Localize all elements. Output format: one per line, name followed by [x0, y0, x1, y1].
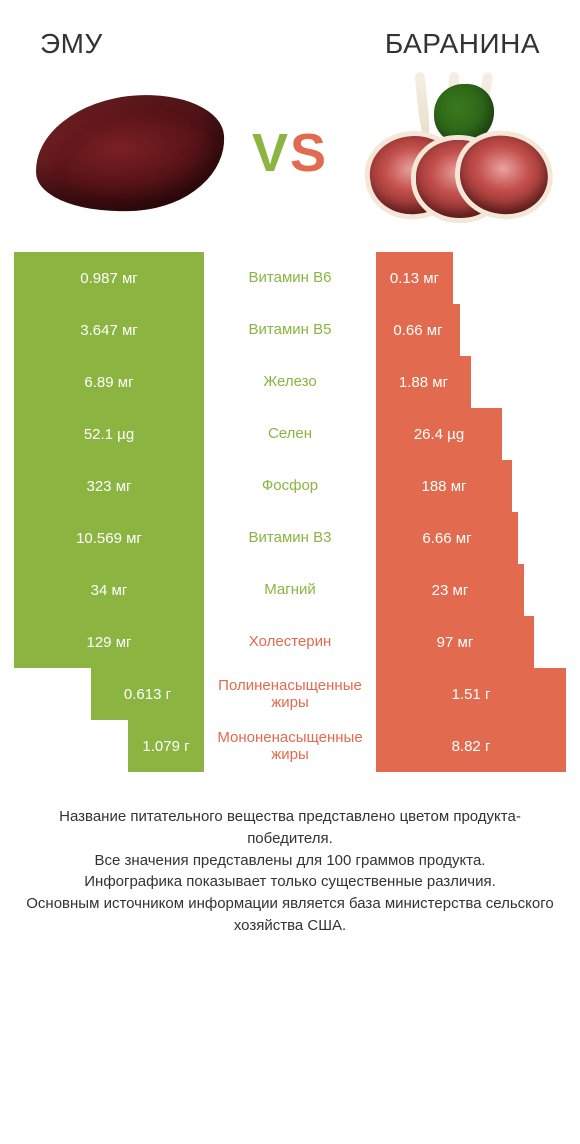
table-row: 52.1 µgСелен26.4 µg	[14, 408, 566, 460]
right-product-image	[350, 78, 550, 228]
left-value-cell: 34 мг	[14, 564, 204, 616]
left-bar: 34 мг	[14, 564, 204, 616]
table-row: 3.647 мгВитамин B50.66 мг	[14, 304, 566, 356]
right-bar: 97 мг	[376, 616, 534, 668]
right-bar: 1.88 мг	[376, 356, 471, 408]
table-row: 0.987 мгВитамин B60.13 мг	[14, 252, 566, 304]
nutrient-label: Холестерин	[204, 616, 376, 668]
table-row: 0.613 гПолиненасыщенные жиры1.51 г	[14, 668, 566, 720]
table-row: 34 мгМагний23 мг	[14, 564, 566, 616]
right-value-cell: 23 мг	[376, 564, 566, 616]
nutrient-label: Витамин B3	[204, 512, 376, 564]
caption-line: Название питательного вещества представл…	[18, 806, 562, 850]
left-bar: 6.89 мг	[14, 356, 204, 408]
left-value-cell: 10.569 мг	[14, 512, 204, 564]
left-value-cell: 0.613 г	[14, 668, 204, 720]
right-product-title: БАРАНИНА	[385, 28, 540, 60]
header: ЭМУ БАРАНИНА	[0, 0, 580, 60]
left-bar: 323 мг	[14, 460, 204, 512]
nutrient-label: Железо	[204, 356, 376, 408]
table-row: 10.569 мгВитамин B36.66 мг	[14, 512, 566, 564]
left-value-cell: 0.987 мг	[14, 252, 204, 304]
vs-s: S	[290, 123, 328, 183]
left-bar: 0.987 мг	[14, 252, 204, 304]
table-row: 323 мгФосфор188 мг	[14, 460, 566, 512]
left-value-cell: 52.1 µg	[14, 408, 204, 460]
table-row: 1.079 гМононенасыщенные жиры8.82 г	[14, 720, 566, 772]
nutrient-label: Мононенасыщенные жиры	[204, 720, 376, 772]
left-bar: 10.569 мг	[14, 512, 204, 564]
left-product-title: ЭМУ	[40, 28, 103, 60]
right-bar: 0.13 мг	[376, 252, 453, 304]
left-bar: 129 мг	[14, 616, 204, 668]
right-value-cell: 0.13 мг	[376, 252, 566, 304]
caption: Название питательного вещества представл…	[0, 772, 580, 937]
vs-v: V	[252, 123, 290, 183]
caption-line: Инфографика показывает только существенн…	[18, 871, 562, 893]
right-value-cell: 1.51 г	[376, 668, 566, 720]
product-images: VS	[0, 60, 580, 252]
left-value-cell: 6.89 мг	[14, 356, 204, 408]
emu-meat-icon	[35, 96, 225, 211]
table-row: 129 мгХолестерин97 мг	[14, 616, 566, 668]
caption-line: Основным источником информации является …	[18, 893, 562, 937]
left-bar: 1.079 г	[128, 720, 204, 772]
left-bar: 0.613 г	[91, 668, 204, 720]
right-bar: 188 мг	[376, 460, 512, 512]
right-bar: 0.66 мг	[376, 304, 460, 356]
vs-label: VS	[252, 122, 328, 184]
left-value-cell: 323 мг	[14, 460, 204, 512]
comparison-table: 0.987 мгВитамин B60.13 мг3.647 мгВитамин…	[0, 252, 580, 772]
table-row: 6.89 мгЖелезо1.88 мг	[14, 356, 566, 408]
left-bar: 52.1 µg	[14, 408, 204, 460]
left-value-cell: 3.647 мг	[14, 304, 204, 356]
left-value-cell: 1.079 г	[14, 720, 204, 772]
caption-line: Все значения представлены для 100 граммо…	[18, 850, 562, 872]
right-value-cell: 1.88 мг	[376, 356, 566, 408]
lamb-chops-icon	[360, 78, 540, 228]
right-value-cell: 8.82 г	[376, 720, 566, 772]
right-value-cell: 97 мг	[376, 616, 566, 668]
right-value-cell: 26.4 µg	[376, 408, 566, 460]
right-value-cell: 188 мг	[376, 460, 566, 512]
nutrient-label: Фосфор	[204, 460, 376, 512]
right-value-cell: 0.66 мг	[376, 304, 566, 356]
right-value-cell: 6.66 мг	[376, 512, 566, 564]
nutrient-label: Витамин B6	[204, 252, 376, 304]
nutrient-label: Витамин B5	[204, 304, 376, 356]
nutrient-label: Полиненасыщенные жиры	[204, 668, 376, 720]
right-bar: 6.66 мг	[376, 512, 518, 564]
right-bar: 23 мг	[376, 564, 524, 616]
right-bar: 26.4 µg	[376, 408, 502, 460]
left-product-image	[30, 78, 230, 228]
nutrient-label: Магний	[204, 564, 376, 616]
left-value-cell: 129 мг	[14, 616, 204, 668]
nutrient-label: Селен	[204, 408, 376, 460]
left-bar: 3.647 мг	[14, 304, 204, 356]
right-bar: 8.82 г	[376, 720, 566, 772]
right-bar: 1.51 г	[376, 668, 566, 720]
